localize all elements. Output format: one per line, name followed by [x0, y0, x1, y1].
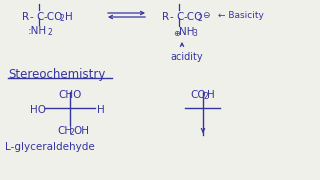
Text: CH: CH	[57, 126, 72, 136]
Text: CO: CO	[190, 90, 206, 100]
Text: R: R	[22, 12, 29, 22]
Text: 2: 2	[47, 28, 52, 37]
Text: ⊖: ⊖	[202, 11, 210, 20]
Text: L-glyceraldehyde: L-glyceraldehyde	[5, 142, 95, 152]
Text: 3: 3	[192, 29, 197, 38]
Text: CHO: CHO	[58, 90, 82, 100]
Text: H: H	[207, 90, 215, 100]
Text: NH: NH	[179, 27, 195, 37]
Text: 2: 2	[203, 92, 208, 101]
Text: R: R	[162, 12, 169, 22]
Text: -: -	[170, 12, 174, 22]
Text: H: H	[97, 105, 105, 115]
Text: -CO: -CO	[183, 12, 202, 22]
Text: ⊕: ⊕	[173, 29, 180, 38]
Text: 2: 2	[69, 128, 74, 137]
Text: :NH: :NH	[28, 26, 47, 36]
Text: Stereochemistry: Stereochemistry	[8, 68, 105, 81]
Text: -: -	[30, 12, 34, 22]
Text: OH: OH	[73, 126, 89, 136]
Text: acidity: acidity	[170, 52, 203, 62]
Text: HO: HO	[30, 105, 46, 115]
Text: C: C	[176, 12, 183, 22]
Text: C: C	[36, 12, 44, 22]
Text: 2: 2	[197, 14, 202, 23]
Text: -CO: -CO	[43, 12, 62, 22]
Text: 2: 2	[60, 14, 65, 23]
Text: ← Basicity: ← Basicity	[218, 11, 264, 20]
Text: H: H	[65, 12, 73, 22]
